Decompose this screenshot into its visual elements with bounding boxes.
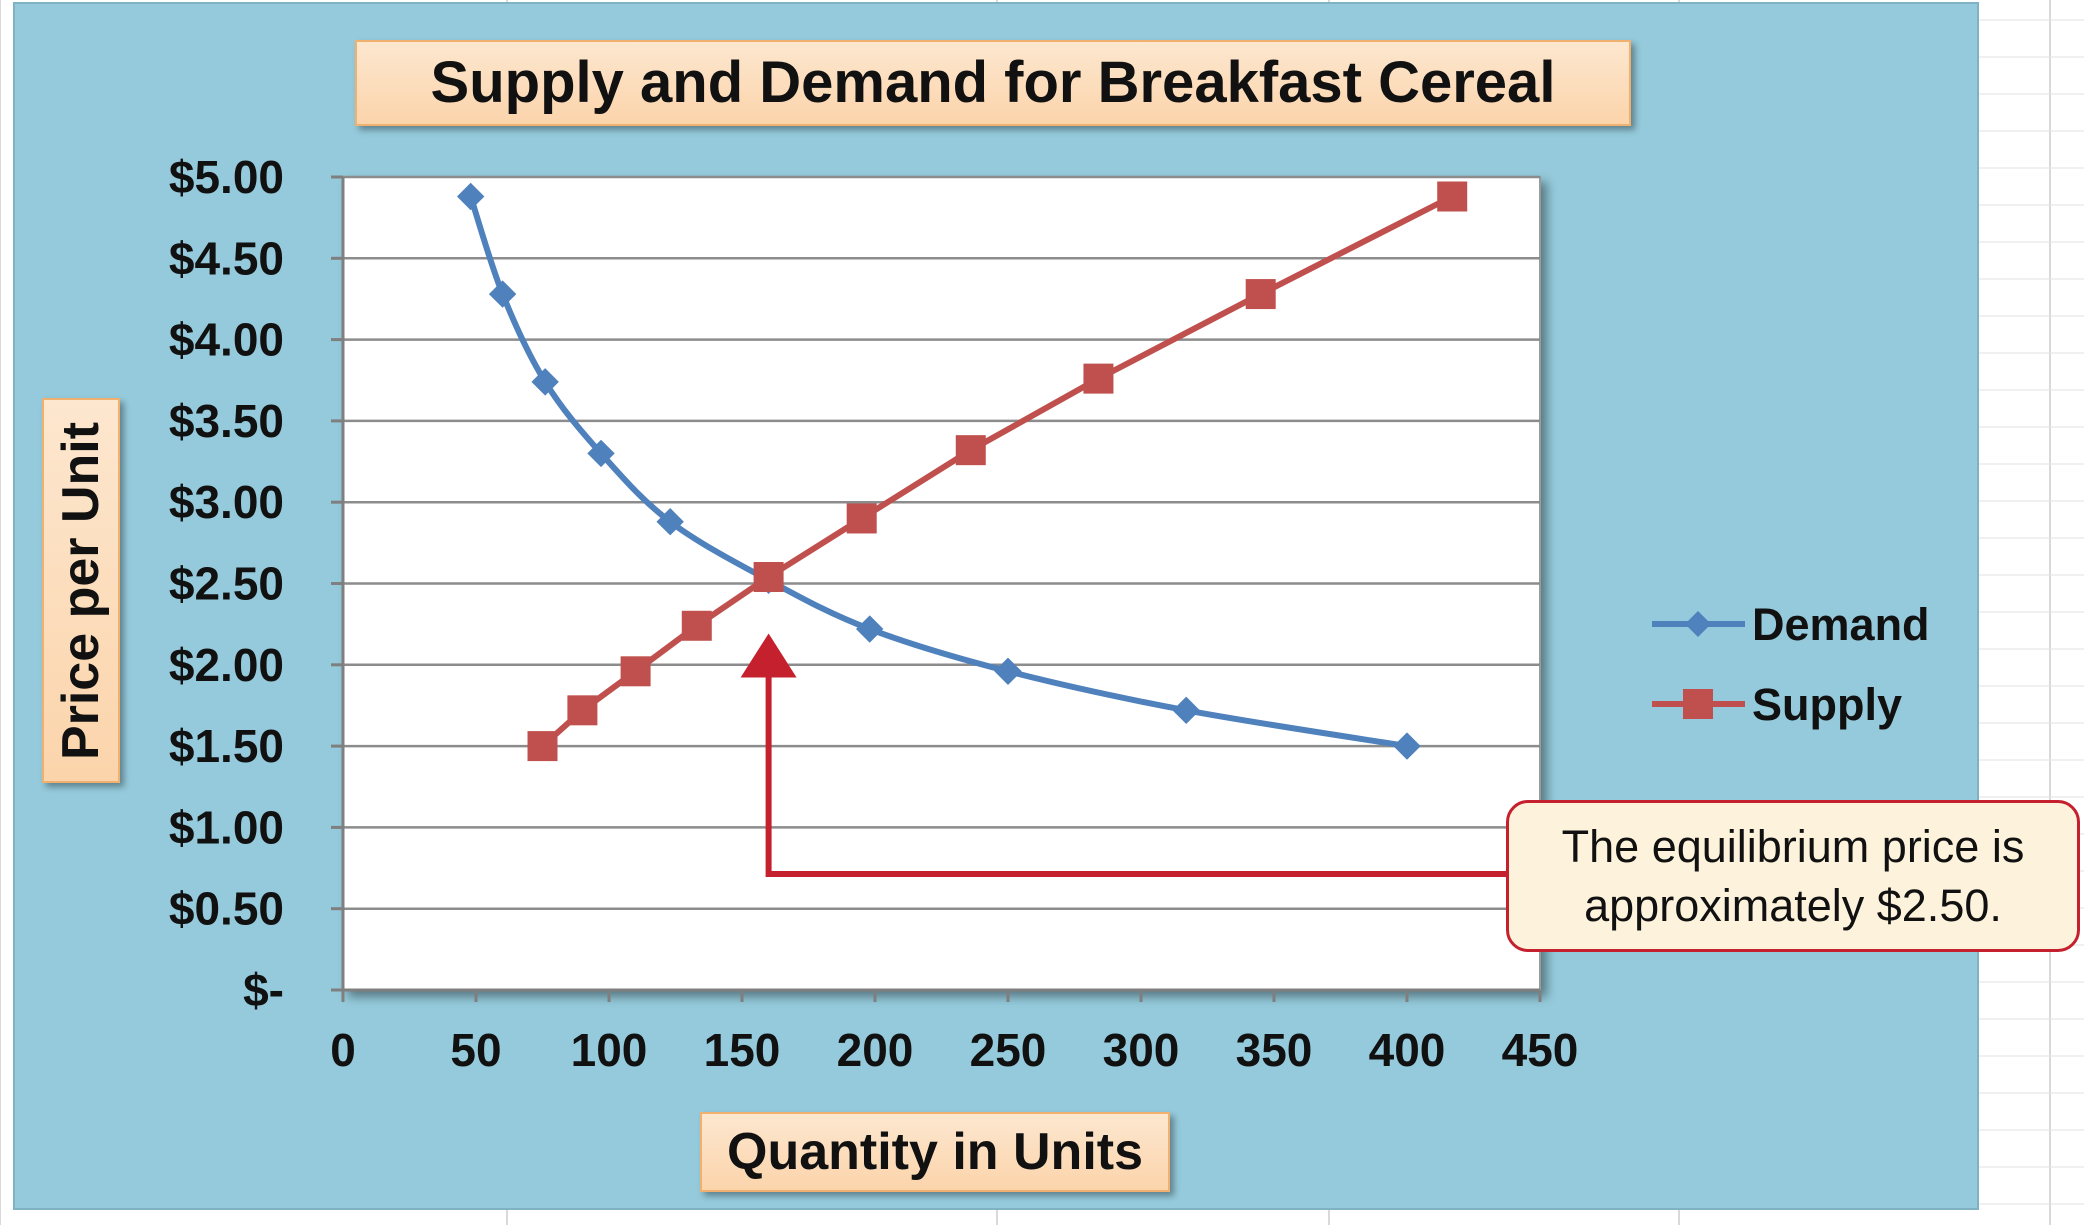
- x-tick-label: 200: [837, 1024, 914, 1076]
- supply-point: [846, 503, 877, 534]
- equilibrium-callout: The equilibrium price is approximately $…: [1506, 800, 2080, 952]
- x-tick-label: 50: [450, 1024, 501, 1076]
- callout-arrow-head: [740, 633, 797, 678]
- callout-line-2: approximately $2.50.: [1584, 880, 2002, 931]
- supply-point: [1245, 279, 1276, 310]
- x-tick-label: 0: [330, 1024, 356, 1076]
- y-tick-label: $4.50: [169, 232, 284, 284]
- demand-point: [587, 439, 615, 468]
- y-tick-label: $5.00: [169, 151, 284, 203]
- x-tick-label: 100: [571, 1024, 648, 1076]
- y-tick-label: $2.00: [169, 639, 284, 691]
- chart-title: Supply and Demand for Breakfast Cereal: [355, 40, 1631, 126]
- x-tick-label: 150: [704, 1024, 781, 1076]
- y-tick-label: $-: [243, 964, 284, 1016]
- supply-point: [567, 695, 598, 726]
- y-axis-title-text: Price per Unit: [52, 421, 110, 760]
- demand-point: [855, 615, 884, 643]
- y-axis-title: Price per Unit: [42, 398, 120, 783]
- supply-point: [1437, 181, 1468, 212]
- demand-point: [531, 368, 559, 396]
- demand-point: [488, 280, 517, 308]
- x-axis-title: Quantity in Units: [700, 1112, 1170, 1192]
- demand-point: [994, 657, 1022, 686]
- legend-supply-marker: [1683, 689, 1713, 719]
- y-tick-label: $1.00: [169, 801, 284, 853]
- legend-demand-marker: [1685, 611, 1711, 637]
- legend-demand-label: Demand: [1752, 599, 1930, 650]
- demand-point: [1172, 696, 1200, 725]
- y-tick-label: $4.00: [169, 314, 284, 366]
- y-tick-label: $3.00: [169, 476, 284, 528]
- x-tick-label: 250: [970, 1024, 1047, 1076]
- callout-line-1: The equilibrium price is: [1561, 821, 2025, 872]
- y-tick-label: $0.50: [169, 883, 284, 935]
- supply-point: [955, 435, 986, 466]
- callout-arrow-line: [765, 673, 1508, 877]
- x-tick-label: 350: [1236, 1024, 1313, 1076]
- x-tick-label: 300: [1103, 1024, 1180, 1076]
- x-tick-label: 450: [1502, 1024, 1579, 1076]
- supply-line: [540, 193, 1454, 749]
- y-tick-label: $1.50: [169, 720, 284, 772]
- y-tick-label: $2.50: [169, 558, 284, 610]
- supply-point: [527, 731, 558, 762]
- supply-point: [1083, 363, 1114, 394]
- supply-point: [753, 561, 784, 592]
- demand-point: [456, 182, 485, 211]
- demand-point: [1393, 732, 1421, 760]
- y-tick-label: $3.50: [169, 395, 284, 447]
- supply-point: [681, 610, 712, 641]
- legend-supply-label: Supply: [1752, 679, 1902, 730]
- x-tick-label: 400: [1369, 1024, 1446, 1076]
- demand-point: [656, 508, 684, 536]
- supply-point: [620, 656, 651, 687]
